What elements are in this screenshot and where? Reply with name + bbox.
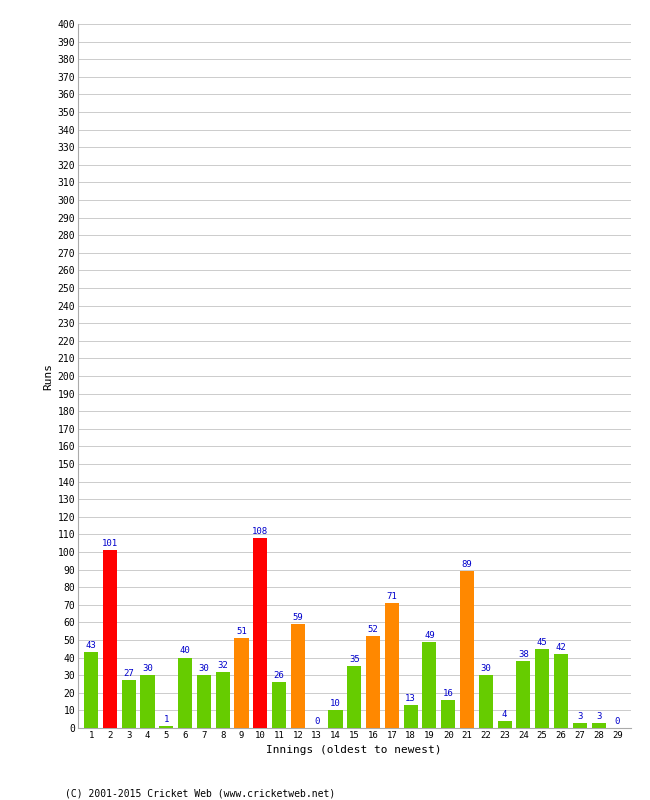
Text: 27: 27 xyxy=(124,670,134,678)
Text: 16: 16 xyxy=(443,689,454,698)
Text: 30: 30 xyxy=(480,664,491,673)
Bar xyxy=(404,705,418,728)
Text: 49: 49 xyxy=(424,630,435,640)
Bar xyxy=(178,658,192,728)
Bar xyxy=(385,603,399,728)
Text: 59: 59 xyxy=(292,613,304,622)
Bar xyxy=(254,538,267,728)
Bar xyxy=(441,700,455,728)
Text: 4: 4 xyxy=(502,710,507,719)
Bar xyxy=(573,722,587,728)
Text: 30: 30 xyxy=(142,664,153,673)
Bar xyxy=(535,649,549,728)
Bar xyxy=(516,661,530,728)
Text: 30: 30 xyxy=(198,664,209,673)
X-axis label: Innings (oldest to newest): Innings (oldest to newest) xyxy=(266,746,442,755)
Bar xyxy=(84,652,98,728)
Text: 89: 89 xyxy=(462,560,473,570)
Bar xyxy=(291,624,305,728)
Text: 0: 0 xyxy=(615,717,620,726)
Bar xyxy=(497,721,512,728)
Bar xyxy=(197,675,211,728)
Bar xyxy=(103,550,117,728)
Bar xyxy=(122,681,136,728)
Text: 40: 40 xyxy=(180,646,190,655)
Bar xyxy=(235,638,248,728)
Text: 101: 101 xyxy=(102,539,118,548)
Text: 45: 45 xyxy=(537,638,547,646)
Text: 10: 10 xyxy=(330,699,341,708)
Bar xyxy=(216,672,229,728)
Text: 0: 0 xyxy=(314,717,319,726)
Bar xyxy=(140,675,155,728)
Bar xyxy=(272,682,286,728)
Text: 51: 51 xyxy=(236,627,247,636)
Text: 108: 108 xyxy=(252,527,268,536)
Text: 13: 13 xyxy=(405,694,416,703)
Text: 26: 26 xyxy=(274,671,285,680)
Text: 1: 1 xyxy=(164,715,169,724)
Bar xyxy=(159,726,174,728)
Text: 32: 32 xyxy=(217,661,228,670)
Bar xyxy=(328,710,343,728)
Text: 38: 38 xyxy=(518,650,528,659)
Text: 52: 52 xyxy=(368,626,378,634)
Text: 3: 3 xyxy=(577,712,582,721)
Bar xyxy=(422,642,436,728)
Bar xyxy=(554,654,568,728)
Text: 3: 3 xyxy=(596,712,601,721)
Bar xyxy=(347,666,361,728)
Y-axis label: Runs: Runs xyxy=(44,362,53,390)
Bar xyxy=(460,571,474,728)
Bar xyxy=(592,722,606,728)
Text: 42: 42 xyxy=(556,643,566,652)
Text: 35: 35 xyxy=(349,655,359,664)
Bar xyxy=(366,637,380,728)
Bar xyxy=(479,675,493,728)
Text: 43: 43 xyxy=(86,642,97,650)
Text: (C) 2001-2015 Cricket Web (www.cricketweb.net): (C) 2001-2015 Cricket Web (www.cricketwe… xyxy=(65,788,335,798)
Text: 71: 71 xyxy=(387,592,397,601)
